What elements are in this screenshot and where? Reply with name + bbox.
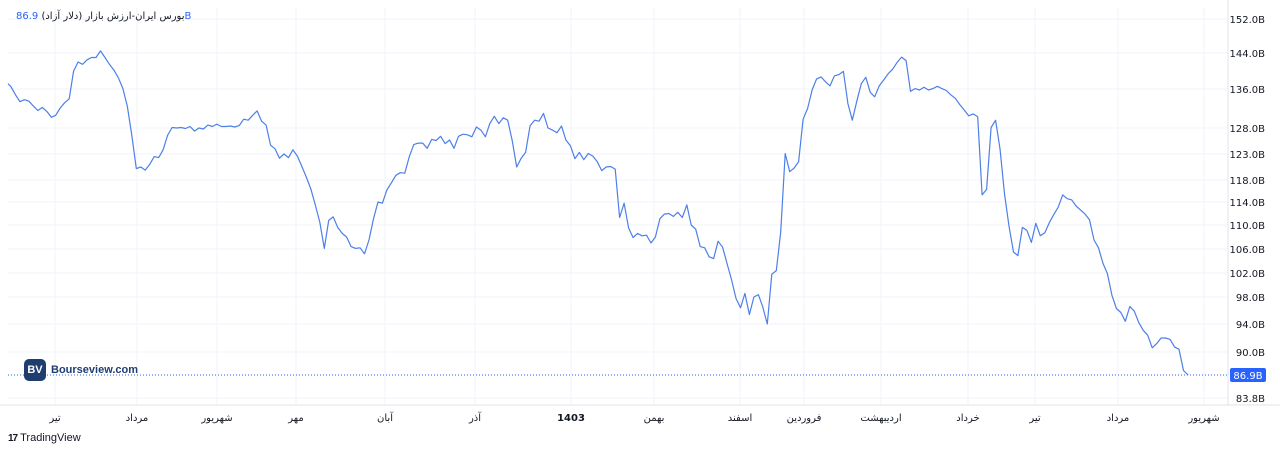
y-tick-label: 144.0B [1230, 49, 1266, 60]
y-tick-label: 152.0B [1230, 15, 1266, 26]
x-tick-label: آبان [377, 411, 394, 424]
price-series-line[interactable] [7, 50, 1189, 376]
x-tick-label: خرداد [956, 413, 979, 424]
tradingview-logo-icon: 17 [8, 432, 18, 444]
y-tick-label: 98.0B [1236, 293, 1265, 304]
x-tick-label: مهر [287, 413, 303, 424]
grid-lines [8, 8, 1228, 405]
last-price-label: 86.9B [1233, 371, 1262, 382]
bourseview-text: Bourseview.com [51, 364, 139, 376]
y-tick-label: 136.0B [1230, 85, 1266, 96]
y-tick-label: 123.0B [1230, 150, 1266, 161]
tradingview-text: TradingView [20, 432, 81, 444]
x-tick-label: مرداد [1107, 413, 1130, 424]
bourseview-mark-icon: BV [24, 359, 46, 381]
tradingview-attribution[interactable]: 17 TradingView [8, 432, 81, 444]
y-tick-label: 94.0B [1236, 320, 1265, 331]
x-tick-label: مرداد [126, 413, 149, 424]
y-tick-label: 90.0B [1236, 348, 1265, 359]
x-tick-label: شهریور [1187, 413, 1219, 424]
x-axis: تیر مرداد شهریور مهر آبان آذر 1403 بهمن اسفند فرو… [0, 404, 1280, 424]
y-tick-label: 106.0B [1230, 245, 1266, 256]
bourseview-logo[interactable]: BV Bourseview.com [24, 359, 138, 381]
x-tick-label: اردیبهشت [860, 413, 901, 424]
y-tick-label: 118.0B [1230, 176, 1266, 187]
y-tick-label: 83.8B [1236, 394, 1265, 405]
x-tick-label: تیر [1028, 413, 1041, 424]
x-tick-label: فروردین [787, 413, 822, 424]
legend-title: بورس ایران-ارزش بازار (دلار آزاد) [41, 11, 185, 22]
y-tick-label: 102.0B [1230, 269, 1266, 280]
x-tick-label: آذر [468, 411, 482, 424]
x-tick-label: بهمن [644, 413, 665, 424]
y-axis: 152.0B 144.0B 136.0B 128.0B 123.0B 118.0B 114.… [1227, 0, 1266, 405]
x-tick-label: اسفند [728, 413, 752, 424]
x-tick-label: شهریور [200, 413, 232, 424]
legend-value: 86.9B [16, 11, 192, 22]
y-tick-label: 110.0B [1230, 221, 1266, 232]
plot-area[interactable] [7, 50, 1228, 376]
x-tick-label: تیر [48, 413, 61, 424]
y-tick-label: 128.0B [1230, 124, 1266, 135]
chart-legend: بورس ایران-ارزش بازار (دلار آزاد) 86.9B [12, 11, 191, 22]
x-tick-label: 1403 [557, 413, 585, 424]
y-tick-label: 114.0B [1230, 198, 1266, 209]
last-price-badge [1230, 368, 1266, 382]
